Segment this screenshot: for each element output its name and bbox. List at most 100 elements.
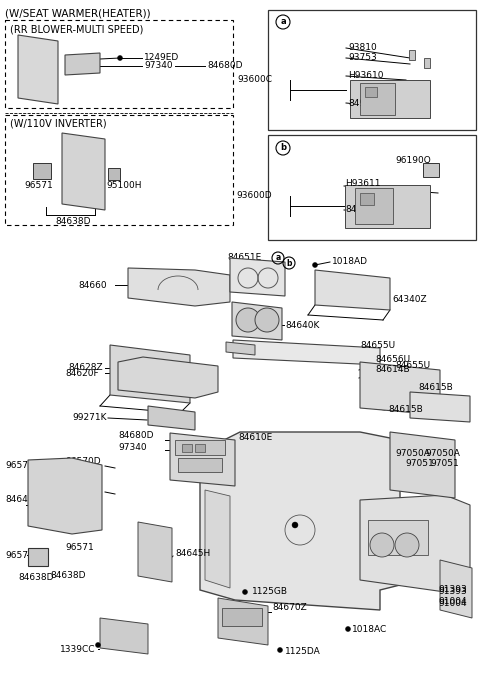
- Text: 91393: 91393: [438, 587, 467, 596]
- Polygon shape: [128, 268, 230, 306]
- Bar: [355, 188, 393, 224]
- Polygon shape: [138, 522, 172, 582]
- Text: 84656U: 84656U: [375, 356, 410, 364]
- Bar: [68, 58, 96, 70]
- Text: 96190Q: 96190Q: [395, 155, 431, 164]
- Circle shape: [118, 55, 122, 60]
- Polygon shape: [200, 432, 400, 610]
- Circle shape: [236, 308, 260, 332]
- Polygon shape: [424, 58, 430, 68]
- Circle shape: [292, 522, 298, 528]
- Text: 84614B: 84614B: [375, 366, 409, 375]
- Text: 1018AC: 1018AC: [352, 625, 387, 633]
- Text: 84638D: 84638D: [50, 571, 85, 579]
- Bar: [108, 168, 120, 180]
- Text: 91004: 91004: [438, 596, 467, 606]
- Text: 1125DA: 1125DA: [285, 646, 321, 656]
- Polygon shape: [315, 270, 390, 310]
- Text: b: b: [280, 143, 286, 153]
- Text: 97050A: 97050A: [395, 448, 430, 458]
- Text: 84955A: 84955A: [345, 206, 380, 214]
- Polygon shape: [409, 50, 415, 60]
- Text: 84620F: 84620F: [65, 368, 98, 377]
- Polygon shape: [232, 302, 282, 340]
- Polygon shape: [28, 458, 102, 534]
- Bar: [222, 608, 262, 626]
- Text: 97051: 97051: [405, 458, 434, 468]
- Text: 84670Z: 84670Z: [272, 604, 307, 612]
- Bar: [368, 520, 428, 555]
- Bar: [195, 444, 205, 452]
- Circle shape: [370, 533, 394, 557]
- Text: (W/110V INVERTER): (W/110V INVERTER): [10, 119, 107, 129]
- Bar: [28, 548, 48, 566]
- Text: 96570D: 96570D: [65, 458, 101, 466]
- Circle shape: [312, 262, 317, 268]
- Polygon shape: [440, 560, 472, 618]
- Bar: [423, 163, 439, 177]
- Bar: [268, 135, 476, 240]
- Text: H93610: H93610: [348, 72, 384, 80]
- Text: 97340: 97340: [144, 62, 173, 70]
- Text: a: a: [276, 254, 281, 262]
- Polygon shape: [360, 495, 470, 592]
- Text: 84680D: 84680D: [118, 431, 154, 439]
- Polygon shape: [118, 357, 218, 398]
- Circle shape: [395, 533, 419, 557]
- Polygon shape: [148, 406, 195, 430]
- Polygon shape: [360, 362, 440, 415]
- Text: 96571: 96571: [5, 550, 34, 560]
- Bar: [5, 115, 233, 225]
- Circle shape: [255, 308, 279, 332]
- Circle shape: [96, 642, 100, 648]
- Polygon shape: [233, 340, 380, 365]
- Text: 95100H: 95100H: [106, 180, 142, 189]
- Text: 84955: 84955: [348, 99, 377, 107]
- Bar: [33, 163, 51, 179]
- Text: 91393: 91393: [438, 585, 467, 594]
- Text: 84651E: 84651E: [227, 253, 261, 262]
- Text: 84644B: 84644B: [5, 496, 39, 504]
- Polygon shape: [170, 433, 235, 486]
- Text: 84660: 84660: [78, 281, 107, 289]
- Text: 97050A: 97050A: [425, 448, 460, 458]
- Text: 84638D: 84638D: [18, 573, 53, 583]
- Text: 84655U: 84655U: [395, 360, 430, 370]
- Polygon shape: [226, 342, 255, 355]
- Text: 84640K: 84640K: [285, 320, 319, 329]
- Text: 93810: 93810: [348, 43, 377, 53]
- Text: 84638D: 84638D: [55, 216, 91, 226]
- Text: 91004: 91004: [262, 349, 290, 358]
- Bar: [182, 444, 192, 452]
- Text: 96571: 96571: [24, 180, 53, 189]
- Polygon shape: [390, 432, 455, 498]
- Polygon shape: [100, 618, 148, 654]
- Text: a: a: [280, 18, 286, 26]
- Bar: [360, 83, 395, 115]
- Text: 84645H: 84645H: [175, 548, 210, 558]
- Circle shape: [242, 589, 248, 594]
- Polygon shape: [205, 490, 230, 588]
- Text: b: b: [286, 258, 292, 268]
- Text: 99271K: 99271K: [72, 414, 107, 422]
- Text: 97340: 97340: [118, 443, 146, 452]
- Text: 1018AD: 1018AD: [332, 258, 368, 266]
- Circle shape: [346, 627, 350, 631]
- Bar: [5, 20, 233, 108]
- Text: H93611: H93611: [345, 180, 381, 189]
- Text: 84644B: 84644B: [65, 485, 99, 495]
- Polygon shape: [110, 345, 190, 403]
- Bar: [360, 193, 374, 205]
- Text: (W/SEAT WARMER(HEATER)): (W/SEAT WARMER(HEATER)): [5, 8, 151, 18]
- Polygon shape: [345, 185, 430, 228]
- Text: 84655U: 84655U: [360, 341, 395, 349]
- Bar: [268, 10, 476, 130]
- Polygon shape: [65, 53, 100, 75]
- Text: 1125GB: 1125GB: [252, 587, 288, 596]
- Text: 1249ED: 1249ED: [144, 53, 179, 62]
- Text: 93753: 93753: [348, 53, 377, 62]
- Text: 1339CC: 1339CC: [60, 644, 96, 654]
- Bar: [175, 440, 225, 455]
- Text: 93600D: 93600D: [236, 191, 272, 201]
- Text: 96571: 96571: [65, 544, 94, 552]
